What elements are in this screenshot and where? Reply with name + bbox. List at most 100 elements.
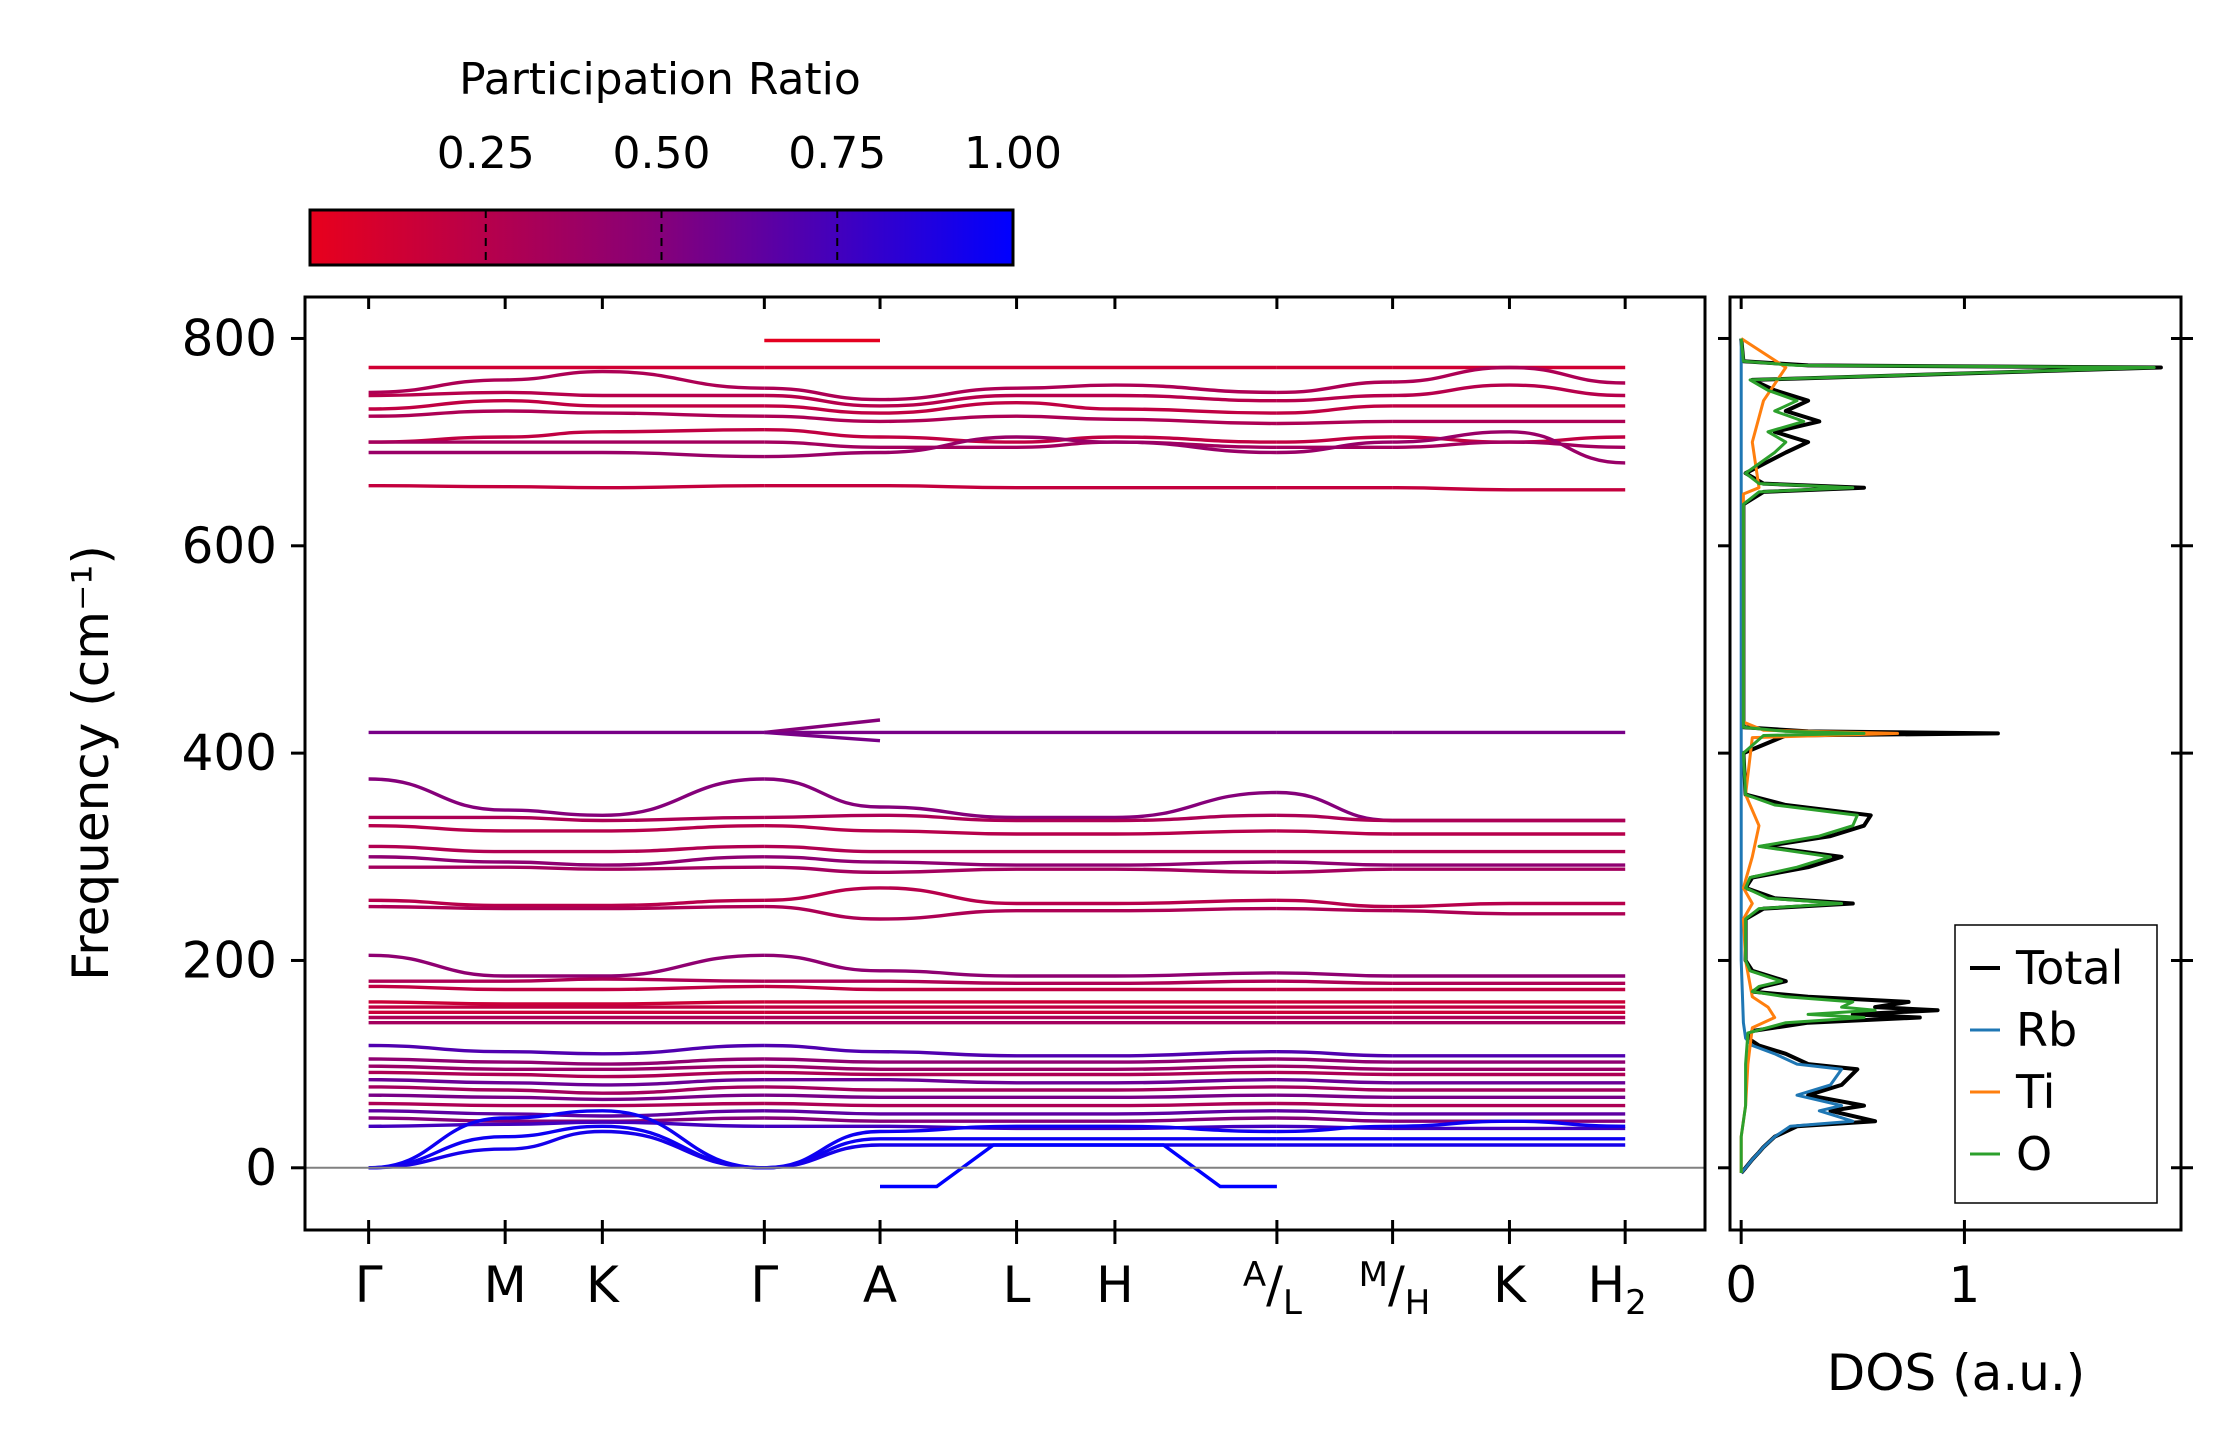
band-upper-7-seg0 [368, 450, 765, 459]
band-b200-seg0 [368, 953, 765, 978]
band-b255-1-seg1 [764, 886, 881, 902]
band-lines [368, 338, 1626, 1189]
band-upper-2-seg2 [879, 393, 1277, 408]
colorbar-tick-label: 0.75 [788, 128, 886, 179]
band-mid-split [764, 718, 881, 735]
colorbar-tick-label: 1.00 [964, 128, 1062, 179]
band-b200-seg2 [879, 969, 1277, 978]
band-low-9-seg3 [1276, 1109, 1393, 1116]
band-low-4-seg1 [764, 1070, 881, 1077]
dos-frame [1728, 295, 2183, 1232]
band-low-4-seg0 [368, 1070, 765, 1079]
band-low-8-seg3 [1276, 1101, 1393, 1108]
band-low-2-seg0 [368, 1057, 765, 1066]
band-low-1-seg2 [879, 1050, 1277, 1058]
band-opt-5-seg2 [879, 860, 1277, 867]
band-low-5-seg3 [1276, 1078, 1393, 1085]
band-opt-5-seg1 [764, 855, 881, 864]
band-upper-3-seg0 [368, 398, 765, 411]
band-low-1-seg0 [368, 1043, 765, 1056]
dos-lines [1739, 337, 2163, 1175]
band-upper-1-seg3 [1276, 380, 1393, 395]
band-b255-1-seg2 [879, 886, 1277, 906]
y-tick-label: 600 [182, 517, 277, 575]
dos-series-o [1739, 338, 2156, 1173]
band-frame [303, 295, 1707, 1232]
band-upper-5-seg0 [368, 428, 765, 444]
band-ac-3-seg0 [368, 1129, 765, 1170]
band-b180-1-seg2 [879, 979, 1277, 986]
dos-x-tick-label: 1 [1949, 1256, 1981, 1314]
band-upper-7-seg2 [879, 435, 1277, 455]
band-opt-4-seg0 [368, 844, 765, 854]
band-low-2-seg1 [764, 1057, 881, 1064]
dos-series-ti [1739, 337, 1899, 1173]
band-upper-1-seg1 [764, 386, 881, 402]
dos-x-tick-label: 0 [1725, 1256, 1757, 1314]
band-low-7-seg2 [880, 1093, 1277, 1100]
band-b175-seg1 [764, 984, 881, 992]
band-low-3-seg0 [368, 1064, 765, 1072]
dos-legend: Total Rb Ti O [1954, 924, 2158, 1204]
band-upper-1-seg4 [1392, 365, 1626, 385]
band-low-10-seg2 [879, 1116, 1277, 1123]
colorbar-ticks: 0.25 0.50 0.75 1.00 [437, 128, 1062, 265]
band-low-7-seg1 [764, 1093, 881, 1099]
band-low-8-seg0 [368, 1101, 765, 1108]
band-opt-3-seg2 [879, 829, 1277, 836]
band-ac-1-seg4 [1392, 1119, 1626, 1128]
colorbar-title: Participation Ratio [459, 54, 861, 105]
band-b255-1-seg0 [368, 898, 765, 908]
kpoint-label: M [484, 1256, 527, 1314]
band-b255-2-seg4 [1392, 909, 1626, 916]
band-ac-1-seg0 [368, 1109, 765, 1170]
band-b175-seg0 [368, 984, 765, 992]
y-tick-label: 0 [245, 1139, 277, 1197]
band-low-6-seg0 [368, 1085, 765, 1095]
colorbar-tick-label: 0.25 [437, 128, 535, 179]
band-low-1-seg1 [764, 1043, 881, 1054]
band-b200-seg3 [1276, 971, 1393, 978]
band-low-3-seg3 [1276, 1064, 1393, 1071]
kpoint-label: Γ [355, 1256, 383, 1314]
kpoint-label: H [1096, 1256, 1134, 1314]
band-upper-2-seg4 [1392, 383, 1626, 398]
band-opt-2-seg3 [1276, 813, 1393, 823]
band-b255-1-seg3 [1276, 898, 1393, 909]
band-upper-4-seg3 [1276, 419, 1393, 426]
band-low-5-seg2 [879, 1078, 1277, 1085]
band-low-6-seg3 [1276, 1085, 1393, 1092]
band-low-4-seg3 [1276, 1070, 1393, 1077]
band-upper-5-seg1 [764, 428, 881, 439]
band-b160-1-seg0 [368, 1000, 765, 1006]
band-upper-8-seg0 [368, 484, 765, 490]
band-b200-seg1 [764, 953, 881, 973]
band-low-2-seg3 [1276, 1057, 1393, 1064]
band-opt-3-seg1 [764, 824, 881, 833]
kpoint-label: K [1493, 1256, 1527, 1314]
band-low-7-seg3 [1276, 1093, 1393, 1099]
band-b255-1-seg4 [1392, 901, 1626, 909]
band-upper-4-seg1 [764, 414, 881, 424]
colorbar: Participation Ratio 0.25 0.50 0.75 1.00 [308, 54, 1062, 267]
band-opt-6-seg3 [1276, 867, 1393, 874]
y-tick-label: 400 [182, 724, 277, 782]
band-opt-2-seg0 [368, 815, 765, 823]
band-opt-1-seg2 [879, 790, 1277, 820]
band-ac-1-seg1 [764, 1129, 881, 1170]
band-low-10-seg0 [368, 1116, 765, 1123]
band-ac-1-seg2 [879, 1124, 1277, 1134]
band-opt-5-seg3 [1276, 860, 1393, 867]
band-low-3-seg1 [764, 1064, 881, 1071]
kpoint-label: L [1003, 1256, 1031, 1314]
band-low-2-seg2 [880, 1057, 1277, 1064]
kpoint-label-main: M [1359, 1255, 1388, 1295]
kpoint-label: A/L [1243, 1255, 1302, 1323]
band-upper-3-seg2 [879, 400, 1277, 415]
band-low-9-seg1 [764, 1109, 881, 1116]
kpoint-label: M/H [1359, 1255, 1431, 1323]
band-ac-2-seg0 [368, 1124, 765, 1170]
band-b255-2-seg2 [879, 906, 1277, 921]
